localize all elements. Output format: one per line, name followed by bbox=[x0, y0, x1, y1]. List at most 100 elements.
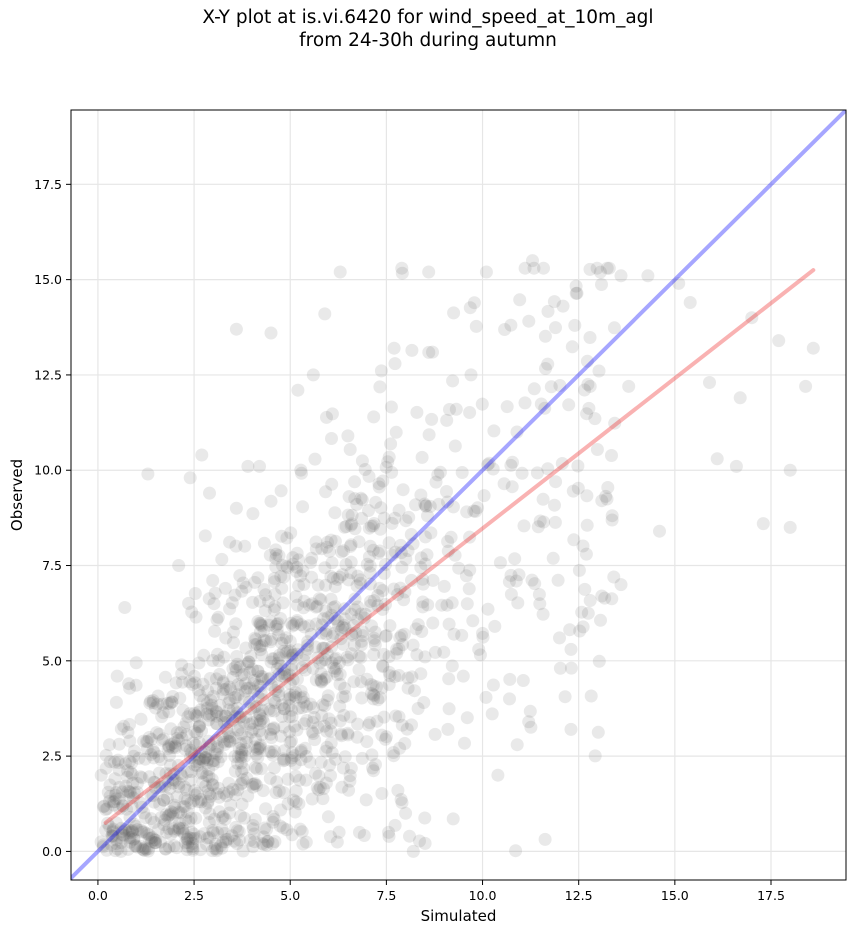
data-point bbox=[216, 683, 230, 697]
data-point bbox=[251, 690, 265, 704]
data-point bbox=[605, 513, 619, 527]
data-point bbox=[318, 653, 332, 667]
data-point bbox=[173, 816, 186, 830]
data-point bbox=[179, 813, 193, 826]
data-point bbox=[337, 708, 351, 722]
data-point bbox=[424, 526, 438, 540]
data-point bbox=[144, 812, 158, 826]
data-point bbox=[219, 682, 233, 696]
data-point bbox=[201, 684, 215, 698]
data-point bbox=[398, 737, 412, 750]
data-point bbox=[145, 835, 159, 849]
data-point bbox=[123, 718, 136, 731]
data-point bbox=[229, 322, 243, 336]
data-point bbox=[189, 811, 203, 825]
data-point bbox=[103, 820, 117, 834]
data-point bbox=[162, 740, 176, 754]
data-point bbox=[138, 843, 152, 857]
data-point bbox=[227, 834, 241, 848]
data-point bbox=[280, 559, 294, 573]
data-point bbox=[208, 746, 222, 759]
data-point bbox=[217, 786, 231, 800]
data-point bbox=[328, 600, 342, 614]
data-point bbox=[220, 789, 233, 803]
data-point bbox=[394, 538, 408, 552]
data-point bbox=[306, 715, 320, 729]
data-point bbox=[248, 740, 262, 754]
data-point bbox=[223, 693, 237, 707]
data-point bbox=[165, 695, 179, 709]
data-point bbox=[578, 383, 591, 397]
data-point bbox=[316, 641, 329, 655]
data-point bbox=[175, 658, 189, 672]
data-point bbox=[415, 450, 429, 464]
data-point bbox=[222, 703, 236, 717]
data-point bbox=[365, 619, 378, 633]
data-point bbox=[235, 776, 249, 790]
data-point bbox=[277, 663, 291, 677]
data-point bbox=[204, 693, 218, 707]
data-point bbox=[172, 805, 186, 819]
data-point bbox=[158, 779, 172, 793]
data-point bbox=[329, 752, 342, 766]
data-point bbox=[297, 695, 311, 709]
data-point bbox=[198, 529, 212, 543]
data-point bbox=[536, 492, 550, 506]
data-point bbox=[232, 742, 246, 755]
data-point bbox=[222, 776, 236, 790]
data-point bbox=[368, 625, 382, 639]
data-point bbox=[207, 754, 221, 767]
data-point bbox=[419, 499, 433, 513]
data-point bbox=[133, 770, 147, 784]
data-point bbox=[229, 501, 243, 515]
data-point bbox=[248, 777, 262, 790]
data-point bbox=[268, 835, 282, 848]
data-point bbox=[200, 837, 213, 851]
data-point bbox=[783, 520, 797, 534]
data-point bbox=[126, 776, 140, 790]
data-point bbox=[562, 398, 576, 412]
data-point bbox=[285, 703, 299, 717]
data-point bbox=[94, 835, 108, 849]
data-point bbox=[205, 702, 219, 715]
data-point bbox=[246, 780, 260, 794]
data-point bbox=[290, 672, 304, 686]
data-point bbox=[324, 724, 338, 738]
data-point bbox=[109, 792, 123, 806]
data-point bbox=[360, 735, 374, 749]
data-point bbox=[546, 551, 560, 565]
data-point bbox=[147, 795, 161, 809]
data-point bbox=[372, 480, 386, 494]
data-point bbox=[366, 679, 380, 693]
data-point bbox=[351, 600, 365, 614]
data-point bbox=[283, 644, 297, 658]
data-point bbox=[320, 740, 334, 754]
data-point bbox=[230, 701, 244, 715]
data-point bbox=[289, 795, 303, 809]
data-point bbox=[284, 753, 298, 767]
data-point bbox=[127, 832, 141, 846]
y-tick-label: 5.0 bbox=[42, 653, 62, 668]
data-point bbox=[379, 598, 392, 611]
data-point bbox=[246, 662, 260, 676]
data-point bbox=[284, 526, 298, 540]
data-point bbox=[345, 517, 359, 531]
data-point bbox=[200, 707, 214, 721]
data-point bbox=[106, 830, 120, 843]
data-point bbox=[219, 835, 233, 849]
data-point bbox=[733, 391, 747, 405]
data-point bbox=[168, 824, 181, 838]
data-point bbox=[376, 602, 390, 616]
data-point bbox=[274, 669, 288, 683]
data-point bbox=[319, 485, 333, 499]
data-points bbox=[94, 254, 820, 858]
data-point bbox=[192, 736, 206, 750]
data-point bbox=[251, 571, 265, 585]
data-point bbox=[197, 827, 211, 841]
data-point bbox=[164, 737, 178, 751]
data-point bbox=[217, 735, 231, 749]
data-point bbox=[370, 714, 384, 728]
data-point bbox=[149, 836, 163, 850]
data-point bbox=[366, 761, 380, 775]
data-point bbox=[354, 576, 367, 590]
